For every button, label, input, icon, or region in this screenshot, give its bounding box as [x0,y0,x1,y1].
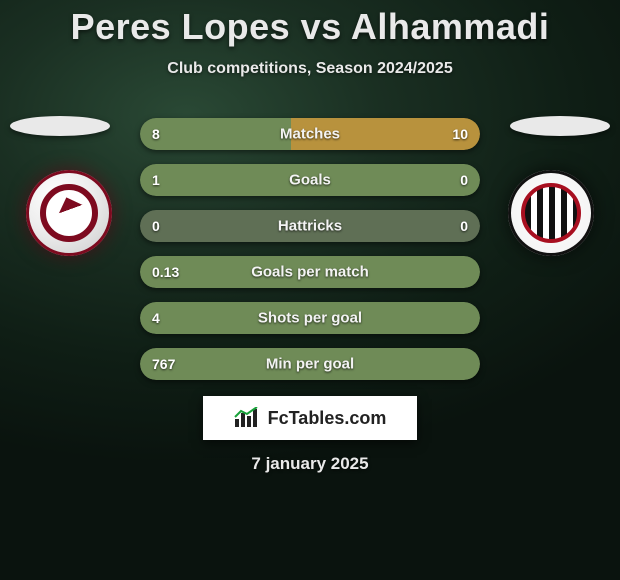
comparison-card: Peres Lopes vs Alhammadi Club competitio… [0,0,620,580]
team-badge-left [26,170,112,256]
stat-row: Hattricks 0 0 [140,210,480,242]
stat-label: Hattricks [278,218,342,235]
page-title: Peres Lopes vs Alhammadi [0,0,620,48]
stat-row: Min per goal 767 [140,348,480,380]
stat-label: Min per goal [266,356,354,373]
stat-row: Shots per goal 4 [140,302,480,334]
team-badge-right [508,170,594,256]
stat-value-left: 4 [152,310,160,326]
halo-left [10,116,110,136]
stat-label: Goals per match [251,264,369,281]
stat-value-left: 8 [152,126,160,142]
stat-value-right: 10 [452,126,468,142]
stat-value-right: 0 [460,218,468,234]
halo-right [510,116,610,136]
stat-value-left: 0.13 [152,264,179,280]
team-badge-right-inner [521,183,581,243]
brand-badge: FcTables.com [203,396,417,440]
stat-fill-left [140,118,291,150]
bar-chart-icon [234,407,260,429]
stat-label: Matches [280,126,340,143]
team-badge-left-inner [40,184,98,242]
stat-label: Shots per goal [258,310,362,327]
stats-list: Matches810Goals10Hattricks00Goals per ma… [140,118,480,394]
stat-row: Matches 8 10 [140,118,480,150]
stat-row: Goals 1 0 [140,164,480,196]
stat-label: Goals [289,172,331,189]
stat-value-left: 1 [152,172,160,188]
date-text: 7 january 2025 [0,454,620,474]
stat-value-left: 767 [152,356,175,372]
stat-value-right: 0 [460,172,468,188]
stat-row: Goals per match 0.13 [140,256,480,288]
brand-text: FcTables.com [268,408,387,429]
stat-value-left: 0 [152,218,160,234]
subtitle: Club competitions, Season 2024/2025 [0,60,620,78]
